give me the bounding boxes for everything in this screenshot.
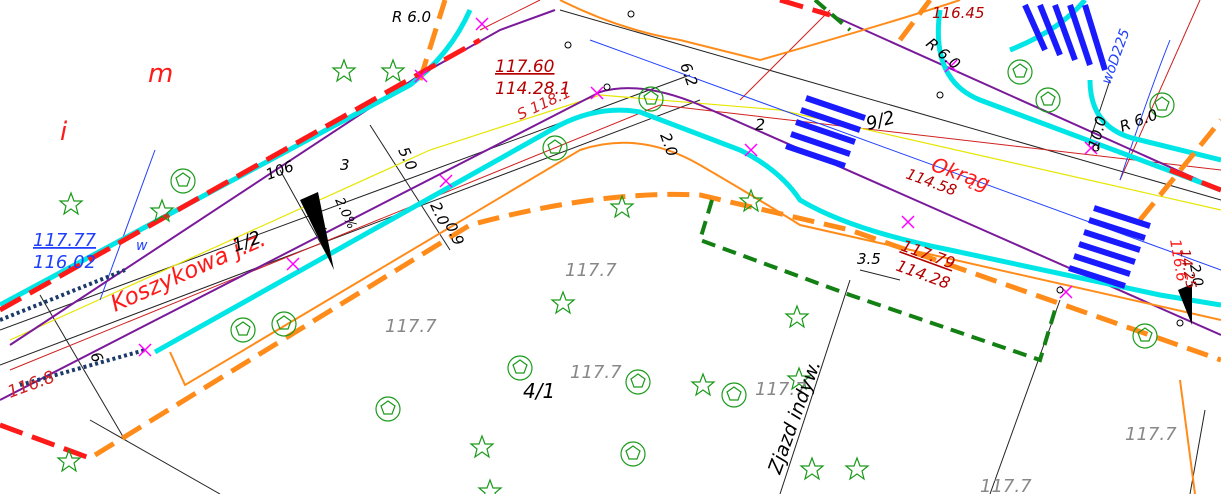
green-dashed-right	[813, 0, 852, 32]
driveway-outline	[697, 199, 1057, 363]
slope-arrows	[300, 192, 1192, 325]
road-curbs	[0, 0, 1221, 355]
spot-height-f: 117.7	[980, 476, 1032, 494]
elevation-117-77: 117.77	[33, 230, 97, 251]
dotted-navy-line	[0, 268, 146, 387]
dim-2-0-d: 2.0	[1186, 263, 1206, 288]
boundary-dashed-orange	[93, 0, 1221, 458]
spot-height-b: 117.7	[385, 316, 437, 337]
label-m: m	[148, 59, 173, 89]
property-lines	[9, 0, 1221, 371]
crosswalk-top	[1022, 3, 1108, 71]
spot-height-d: 117.7	[755, 379, 807, 400]
label-w: w	[136, 238, 148, 254]
elevation-14-25: 14.25	[1176, 248, 1199, 290]
spot-height-a: 117.7	[565, 260, 617, 281]
elevation-116-02: 116.02	[33, 252, 96, 273]
survey-points	[138, 17, 1098, 357]
radius-label-right: R 6.0	[1117, 105, 1160, 135]
construction-lines	[0, 9, 1221, 494]
spot-height-c: 117.7	[570, 362, 622, 383]
slope-label-2: 2.0%	[331, 195, 359, 231]
elevation-114-28-1: 114.28.1	[495, 79, 571, 99]
spot-height-116-8: 116.8	[5, 367, 58, 403]
dim-3-5: 3.5	[857, 250, 881, 268]
spot-height-e: 117.7	[1125, 424, 1177, 445]
crosswalk-right	[1068, 205, 1151, 289]
label-i: i	[60, 117, 68, 147]
elevation-117-60: 117.60	[495, 57, 554, 77]
elevation-116-45: 116.45	[932, 4, 985, 22]
nodes	[564, 10, 1184, 327]
shrub-symbols	[56, 58, 870, 494]
lot-4-1: 4/1	[523, 379, 555, 403]
boundary-dashed-red	[0, 0, 1221, 463]
crosswalk-left	[785, 95, 866, 169]
label-zjazd: Zjazd indyw.	[764, 357, 826, 477]
lot-9-2: 9/2	[864, 107, 897, 135]
slope-label-1: 2.0%	[301, 200, 329, 236]
dim-2: 2	[755, 115, 765, 134]
tree-symbols	[170, 59, 1175, 467]
radius-label-top: R 6.0	[392, 8, 431, 26]
dim-6-2: 6.2	[676, 60, 701, 89]
dim-3: 3	[340, 156, 350, 174]
